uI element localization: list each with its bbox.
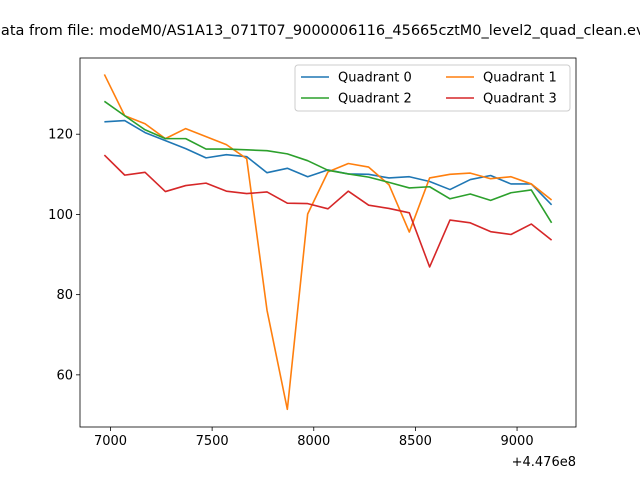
legend-box xyxy=(294,64,571,112)
series-line-quadrant-1 xyxy=(103,74,553,411)
x-tick-label: 8500 xyxy=(399,434,432,449)
x-tick-label: 8000 xyxy=(297,434,330,449)
series-line-quadrant-0 xyxy=(104,119,553,206)
chart-title: Data from file: modeM0/AS1A13_071T07_900… xyxy=(0,23,640,39)
series-line-quadrant-3 xyxy=(103,154,553,268)
legend-label-quadrant-2: Quadrant 2 xyxy=(338,92,412,107)
legend-label-quadrant-1: Quadrant 1 xyxy=(483,71,557,86)
y-tick-label: 100 xyxy=(48,208,73,223)
y-axis: 60 80 100 120 xyxy=(48,128,80,383)
legend: Quadrant 0 Quadrant 1 Quadrant 2 Quadrant 3 xyxy=(294,64,571,112)
x-tick-label: 9000 xyxy=(501,434,534,449)
axes-frame xyxy=(79,57,577,428)
legend-label-quadrant-3: Quadrant 3 xyxy=(483,92,557,107)
plot-series xyxy=(103,74,553,411)
x-axis: 7000 7500 8000 8500 9000 xyxy=(94,427,534,449)
x-tick-label: 7000 xyxy=(94,434,127,449)
x-offset-label: +4.476e8 xyxy=(512,455,576,470)
legend-label-quadrant-0: Quadrant 0 xyxy=(338,71,412,86)
y-tick-label: 80 xyxy=(56,288,73,303)
x-tick-label: 7500 xyxy=(196,434,229,449)
series-line-quadrant-2 xyxy=(103,100,553,224)
y-tick-label: 120 xyxy=(48,128,73,143)
y-tick-label: 60 xyxy=(56,368,73,383)
